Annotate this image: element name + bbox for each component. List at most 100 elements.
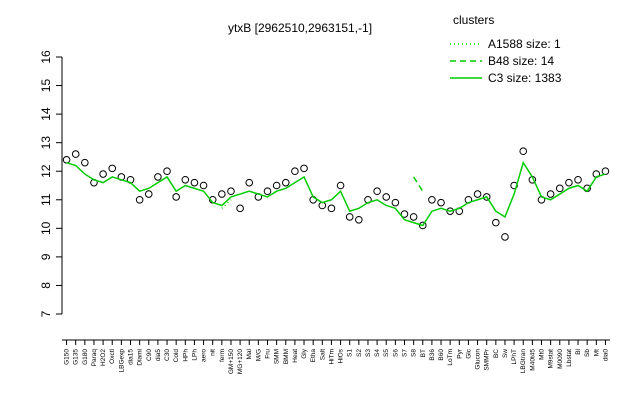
x-tick-label: C90	[146, 349, 153, 361]
data-point	[501, 233, 509, 241]
data-point	[245, 178, 254, 187]
x-tick-label: Cold	[173, 349, 180, 363]
data-point	[71, 150, 80, 158]
x-tick-label: LPhT	[511, 349, 518, 365]
x-tick-label: M0090	[557, 349, 564, 369]
x-tick-label: LoTm	[447, 349, 454, 366]
x-tick-label: Etha	[310, 349, 317, 363]
data-point	[218, 190, 226, 198]
x-tick-label: SMMPr	[484, 348, 491, 371]
data-point	[336, 181, 345, 190]
y-tick-label: 15	[39, 79, 53, 93]
data-point	[163, 167, 171, 176]
x-tick-label: H2O2	[100, 349, 107, 366]
x-tick-label: Glc	[465, 348, 472, 359]
x-tick-label: B36	[429, 349, 436, 361]
x-tick-label: M9stat	[548, 349, 555, 369]
data-point	[199, 181, 208, 190]
y-tick-label: 12	[39, 164, 53, 178]
x-tick-label: S1	[347, 349, 354, 357]
x-tick-label: Glucon	[475, 349, 482, 370]
x-tick-label: dia5	[155, 349, 162, 362]
x-tick-label: Sb	[584, 349, 591, 357]
x-tick-label: C30	[164, 349, 171, 361]
data-point	[281, 178, 290, 187]
legend-title: clusters	[453, 13, 494, 27]
x-tick-label: dia15	[128, 349, 135, 365]
data-point	[272, 181, 281, 190]
data-point	[428, 195, 436, 204]
data-point	[391, 198, 400, 207]
y-tick-label: 9	[39, 253, 53, 260]
x-tick-label: BC	[493, 349, 500, 358]
x-tick-label: M/G	[255, 349, 262, 361]
x-tick-label: GM+150	[228, 349, 235, 374]
x-tick-label: S8	[411, 349, 418, 357]
data-point	[190, 178, 199, 187]
data-point	[154, 173, 162, 181]
x-tick-label: S2	[356, 349, 363, 357]
x-tick-label: S6	[392, 349, 399, 357]
series-line	[66, 160, 606, 227]
series-line	[413, 176, 424, 192]
x-tick-label: SMM	[274, 349, 281, 364]
data-point	[345, 213, 354, 221]
data-point	[81, 158, 89, 167]
legend-label: B48 size: 14	[488, 54, 554, 68]
x-tick-label: aero	[201, 349, 208, 362]
x-tick-label: dia0	[602, 349, 609, 362]
data-point	[400, 210, 409, 218]
x-tick-label: S4	[374, 349, 381, 357]
y-tick-label: 8	[39, 282, 53, 289]
data-point	[108, 164, 117, 173]
data-point	[492, 218, 500, 227]
data-point	[181, 175, 190, 184]
chart-title: ytxB [2962510,2963151,-1]	[228, 21, 372, 35]
y-tick-label: 10	[39, 221, 53, 235]
y-tick-label: 13	[39, 136, 53, 150]
x-tick-label: nit	[210, 349, 217, 356]
data-point	[99, 170, 107, 178]
x-tick-label: Gly	[301, 348, 308, 359]
data-point	[555, 184, 564, 193]
x-tick-label: Lbstat	[566, 349, 573, 367]
y-tick-label: 7	[39, 310, 53, 317]
data-point	[373, 187, 381, 196]
x-tick-label: Bl	[575, 348, 582, 354]
x-tick-label: BT	[420, 349, 427, 357]
x-tick-label: Salt	[319, 349, 326, 360]
data-point	[135, 195, 144, 204]
x-tick-label: Pyr	[456, 348, 463, 359]
data-point	[382, 193, 391, 201]
y-tick-label: 14	[39, 107, 53, 121]
data-point	[263, 187, 272, 196]
x-tick-label: Diami	[137, 349, 144, 366]
x-tick-label: Sw	[502, 349, 509, 358]
x-tick-label: S7	[402, 349, 409, 357]
data-point	[473, 190, 482, 198]
x-tick-label: HiTm	[328, 349, 335, 365]
x-tick-label: Mt0	[539, 349, 546, 360]
x-tick-label: LBGexp	[118, 349, 125, 373]
data-point	[300, 164, 308, 173]
x-tick-label: Oxctl	[109, 348, 116, 363]
x-tick-label: G180	[82, 349, 89, 365]
data-point	[519, 147, 528, 156]
data-point	[172, 193, 180, 201]
y-tick-label: 16	[39, 50, 53, 64]
x-tick-label: HPh	[182, 349, 189, 362]
data-point	[355, 215, 363, 224]
x-tick-label: Paraq	[91, 349, 98, 367]
data-point	[291, 167, 299, 176]
x-tick-label: MG+120	[237, 349, 244, 374]
x-tick-label: BMM	[283, 349, 290, 364]
data-point	[144, 190, 153, 198]
data-point	[601, 167, 610, 176]
legend-label: A1588 size: 1	[488, 37, 561, 51]
x-tick-label: LBGtran	[520, 349, 527, 374]
x-tick-label: Mt	[593, 349, 600, 356]
data-point	[437, 198, 445, 207]
x-tick-label: S5	[383, 349, 390, 357]
x-tick-label: G150	[64, 349, 71, 365]
